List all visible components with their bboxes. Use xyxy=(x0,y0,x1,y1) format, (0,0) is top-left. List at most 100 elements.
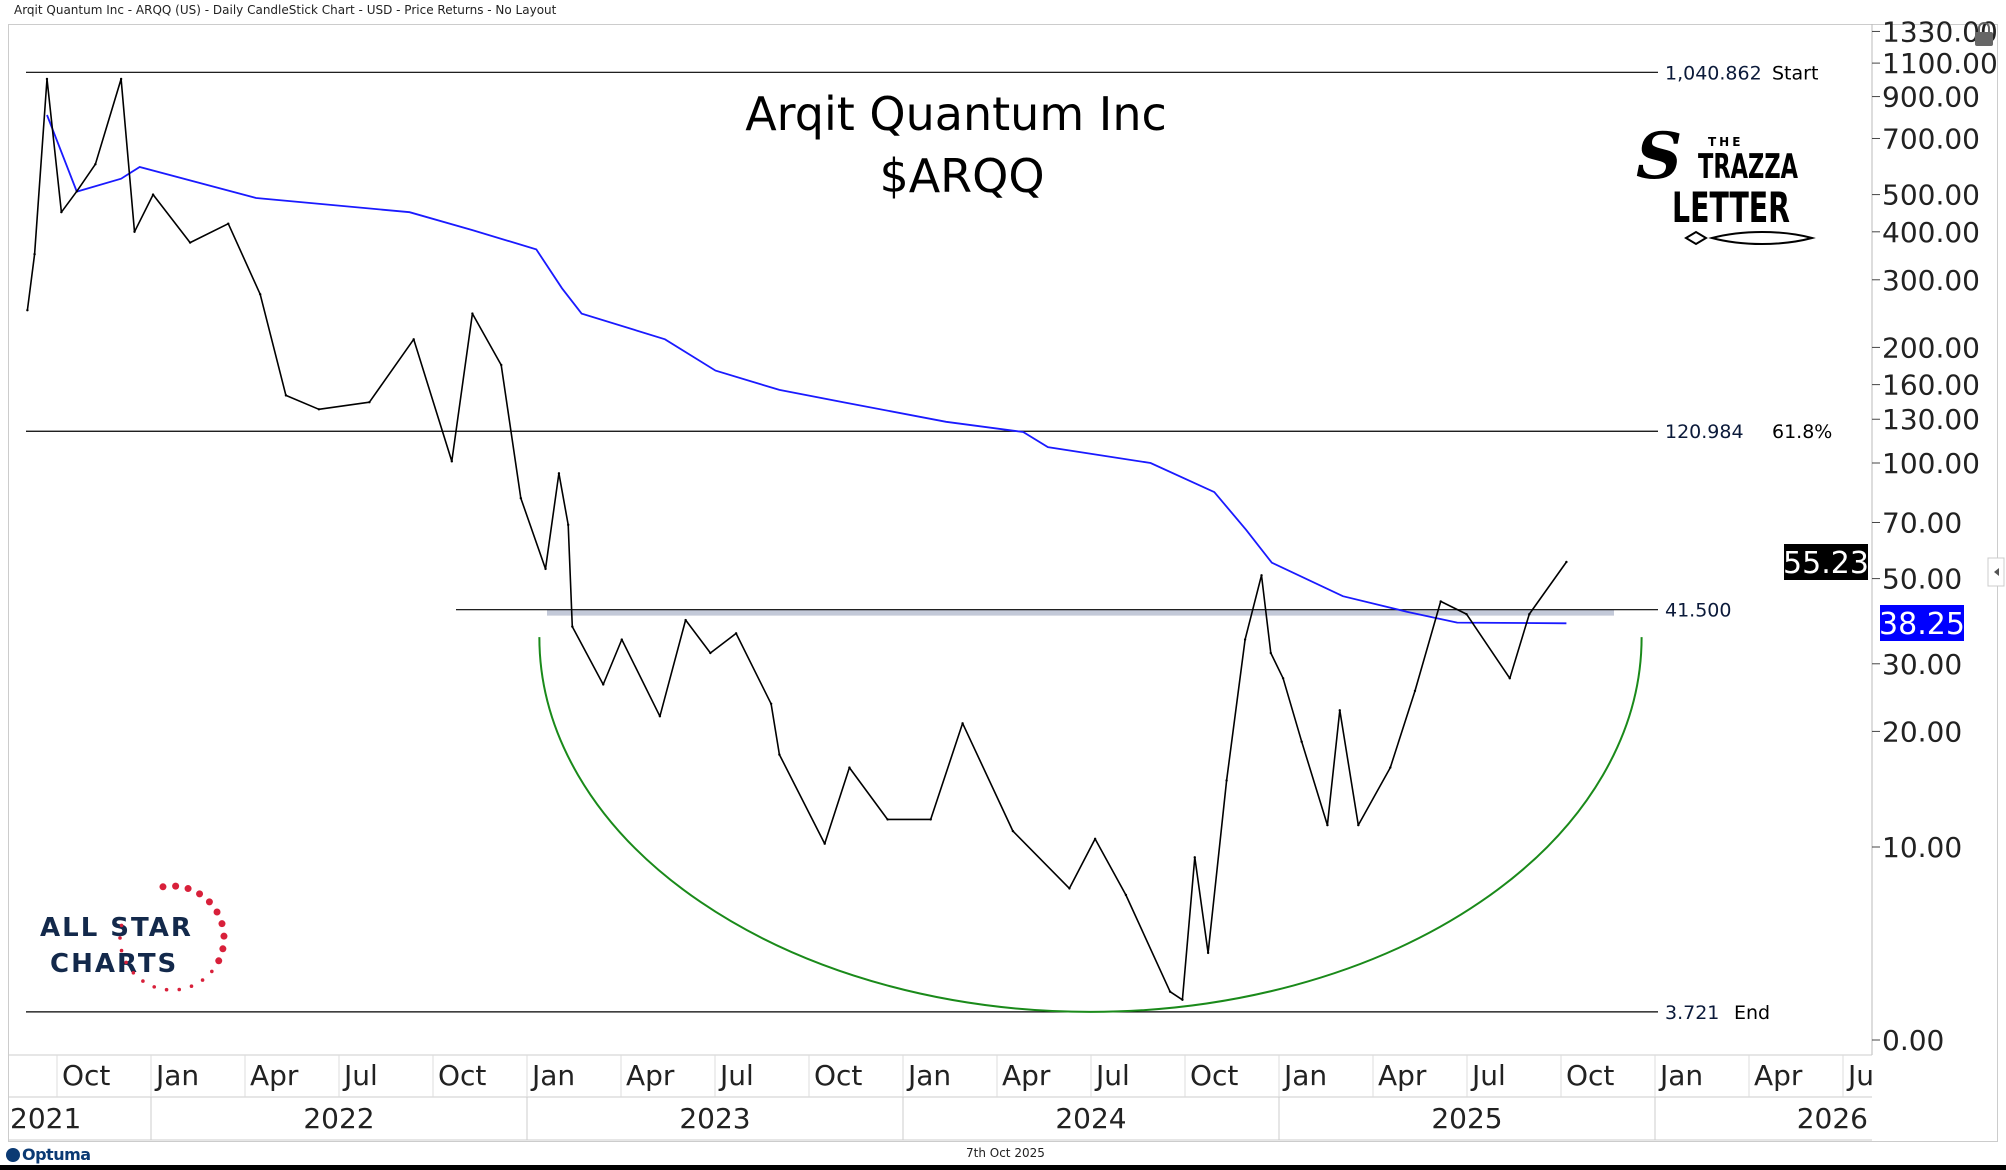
price-point xyxy=(471,312,474,315)
svg-text:CHARTS: CHARTS xyxy=(50,949,178,979)
footer-date: 7th Oct 2025 xyxy=(966,1146,1045,1160)
price-point xyxy=(886,818,889,821)
vwap-value: 38.25 xyxy=(1879,607,1965,642)
price-point xyxy=(1439,600,1442,603)
y-tick-label: 0.00 xyxy=(1882,1024,1944,1057)
price-point xyxy=(1206,951,1210,955)
price-point xyxy=(1225,779,1228,782)
star-icon xyxy=(215,957,223,965)
star-icon xyxy=(172,882,180,890)
svg-text:LETTER: LETTER xyxy=(1672,183,1790,232)
vwap-line xyxy=(46,114,1567,625)
y-tick-label: 900.00 xyxy=(1882,81,1980,114)
price-point xyxy=(1281,677,1285,680)
y-tick-label: 20.00 xyxy=(1882,715,1962,748)
price-point xyxy=(412,338,415,341)
svg-text:S: S xyxy=(1636,119,1682,194)
price-point xyxy=(151,193,155,196)
y-tick-label: 700.00 xyxy=(1882,122,1980,155)
price-point xyxy=(602,683,605,686)
price-point xyxy=(1124,893,1128,897)
price-point xyxy=(1357,823,1360,827)
x-month-label: Jan xyxy=(530,1059,575,1092)
price-point xyxy=(620,638,623,641)
price-point xyxy=(1565,560,1568,564)
price-point xyxy=(571,625,574,628)
x-month-label: Oct xyxy=(1190,1059,1238,1092)
x-month-label: Apr xyxy=(626,1059,675,1092)
price-point xyxy=(1508,677,1511,680)
x-month-label: Jan xyxy=(906,1059,951,1092)
price-point xyxy=(1193,856,1196,859)
cup-arc xyxy=(538,637,1643,1013)
star-icon xyxy=(184,885,192,893)
price-point xyxy=(33,252,36,256)
price-point xyxy=(519,496,523,500)
y-tick-label: 500.00 xyxy=(1882,179,1980,212)
price-point xyxy=(557,472,561,475)
star-icon xyxy=(189,984,194,989)
price-point xyxy=(1068,887,1071,890)
star-icon xyxy=(219,945,227,953)
star-icon xyxy=(141,979,145,983)
price-point xyxy=(450,460,453,463)
y-tick-label: 70.00 xyxy=(1882,506,1962,539)
lock-icon[interactable] xyxy=(1975,22,1993,46)
price-point xyxy=(45,77,49,81)
x-year-label: 2026 xyxy=(1797,1102,1868,1135)
level-value-label: 3.721 xyxy=(1665,1002,1719,1024)
price-point xyxy=(544,567,547,571)
price-point xyxy=(1269,651,1272,655)
chart-header-title: Arqit Quantum Inc - ARQQ (US) - Daily Ca… xyxy=(14,3,557,17)
x-month-label: Ju xyxy=(1846,1059,1874,1092)
price-point xyxy=(133,230,136,234)
y-tick-label: 30.00 xyxy=(1882,648,1962,681)
price-point xyxy=(26,308,29,312)
level-value-label: 41.500 xyxy=(1665,600,1731,622)
price-point xyxy=(658,715,662,718)
price-point xyxy=(258,293,262,296)
x-month-label: Jul xyxy=(718,1059,754,1092)
price-point xyxy=(929,818,932,821)
level-value-label: 120.984 xyxy=(1665,421,1744,443)
price-point xyxy=(778,753,781,756)
price-point xyxy=(1528,612,1531,616)
x-year-label: 2022 xyxy=(303,1102,374,1135)
y-tick-label: 50.00 xyxy=(1882,563,1962,596)
x-month-label: Oct xyxy=(1566,1059,1614,1092)
star-icon xyxy=(164,987,169,992)
y-tick-label: 130.00 xyxy=(1882,403,1980,436)
svg-text:THE: THE xyxy=(1708,135,1743,149)
x-month-label: Jul xyxy=(342,1059,378,1092)
y-tick-label: 1100.00 xyxy=(1882,47,1998,80)
price-point xyxy=(227,222,230,225)
x-month-label: Apr xyxy=(1378,1059,1427,1092)
price-point xyxy=(734,632,738,635)
x-month-label: Jan xyxy=(154,1059,199,1092)
vwap-badge xyxy=(1880,605,1964,641)
x-year-label: 2023 xyxy=(679,1102,750,1135)
x-month-label: Jul xyxy=(1094,1059,1130,1092)
price-point xyxy=(1181,998,1184,1002)
price-point xyxy=(119,77,123,81)
star-icon xyxy=(205,898,213,906)
star-icon xyxy=(131,970,136,975)
price-line xyxy=(26,78,1568,1001)
star-icon xyxy=(210,969,214,974)
collapse-panel-button[interactable] xyxy=(1987,557,2005,587)
x-month-label: Oct xyxy=(438,1059,486,1092)
x-month-label: Apr xyxy=(1002,1059,1051,1092)
optuma-brand: Optuma xyxy=(22,1145,91,1164)
star-icon xyxy=(159,883,167,891)
price-point xyxy=(1260,574,1263,577)
y-tick-label: 200.00 xyxy=(1882,331,1980,364)
price-point xyxy=(961,722,964,725)
star-icon xyxy=(118,936,122,940)
price-point xyxy=(1093,837,1097,841)
price-point xyxy=(1300,740,1303,743)
star-icon xyxy=(213,908,221,916)
x-month-label: Apr xyxy=(1754,1059,1803,1092)
price-point xyxy=(1168,990,1172,993)
y-tick-label: 10.00 xyxy=(1882,831,1962,864)
